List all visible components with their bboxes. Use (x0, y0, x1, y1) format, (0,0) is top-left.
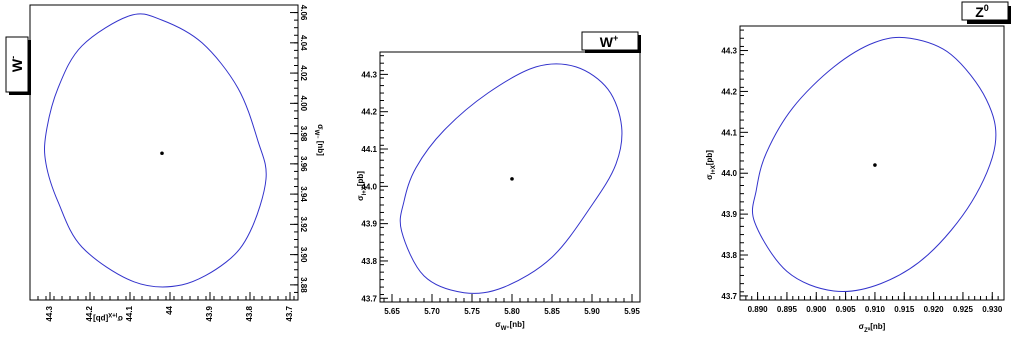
ellipse-contour (751, 36, 997, 293)
x-tick-label: 0.920 (924, 305, 945, 314)
central-point (873, 163, 877, 167)
y-tick-label: 43.7 (721, 292, 737, 301)
plot-frame (29, 4, 299, 301)
chart-panel-wminus: 44.3 44.2 44.1 44 43.9 43.8 43.7 3.88 3.90 3.92 3.… (5, 4, 325, 323)
x-tick-label: 0.910 (865, 305, 886, 314)
badge-label: W- (8, 56, 25, 72)
badge-box (961, 1, 1009, 21)
y-tick-label: 4.00 (299, 96, 308, 112)
y-tick-label: 3.92 (299, 217, 308, 233)
panel-badge-wplus: W+ (581, 31, 641, 53)
x-tick-label: 5.95 (624, 307, 640, 316)
y-tick-label: 43.7 (361, 294, 377, 303)
x-tick-label: 43.9 (205, 305, 214, 321)
x-tick-label: 43.7 (285, 305, 294, 321)
x-tick-label: 5.70 (424, 307, 440, 316)
x-tick-label: 0.930 (982, 305, 1003, 314)
y-tick-label: 3.94 (299, 186, 308, 202)
central-point (160, 151, 164, 156)
x-axis-label: σW⁺[nb] (495, 320, 525, 332)
y-tick-label: 3.96 (299, 156, 308, 172)
y-tick-label: 44.2 (721, 87, 737, 96)
plot-frame (379, 51, 641, 303)
badge-box (581, 31, 639, 51)
y-tick-label: 43.9 (721, 210, 737, 219)
y-tick-label: 44.2 (361, 108, 377, 117)
x-tick-label: 5.90 (584, 307, 600, 316)
badge-label: Z0 (975, 3, 989, 20)
x-tick-label: 0.905 (836, 305, 857, 314)
y-tick-label: 43.9 (361, 220, 377, 229)
y-axis-label: σl+X[pb] (705, 150, 717, 180)
y-tick-label: 44.0 (721, 169, 737, 178)
x-tick-label: 0.925 (953, 305, 974, 314)
x-tick-label: 43.8 (245, 305, 254, 321)
ellipse-contour (44, 13, 267, 288)
x-axis-label: σZ⁰[nb] (859, 322, 886, 334)
y-tick-label: 44.3 (721, 47, 737, 56)
ellipse-contour (399, 63, 623, 294)
plot-frame (739, 25, 1005, 301)
y-tick-label: 3.90 (299, 247, 308, 263)
x-axis-label: σl+X[pb] (93, 311, 123, 323)
x-tick-label: 0.915 (894, 305, 915, 314)
x-tick-label: 5.65 (384, 307, 400, 316)
chart-panel-z0: 0.890 0.895 0.900 0.905 0.910 0.915 0.920 0.925… (705, 1, 1011, 334)
x-tick-label: 44.3 (45, 305, 54, 321)
x-tick-label: 0.900 (806, 305, 827, 314)
x-tick-label: 5.75 (464, 307, 480, 316)
badge-box (5, 36, 29, 93)
chart-panel-wplus: 5.65 5.70 5.75 5.80 5.85 5.90 5.95 43.7 43.8 43.9… (356, 31, 641, 332)
x-tick-label: 5.80 (504, 307, 520, 316)
y-tick-label: 3.88 (299, 277, 308, 293)
y-tick-label: 44.1 (361, 145, 377, 154)
y-tick-label: 44.0 (361, 182, 377, 191)
y-tick-label: 43.8 (361, 257, 377, 266)
y-tick-label: 4.04 (299, 35, 308, 51)
x-tick-label: 0.895 (777, 305, 798, 314)
central-point (510, 177, 514, 181)
badge-label: W+ (600, 33, 618, 50)
x-tick-label: 0.890 (748, 305, 769, 314)
panel-badge-z0: Z0 (961, 1, 1011, 24)
panel-badge-wminus: W- (5, 36, 31, 95)
y-tick-label: 4.02 (299, 65, 308, 81)
x-tick-label: 44 (165, 305, 174, 314)
y-tick-label: 44.1 (721, 128, 737, 137)
y-axis-label: σl+X[pb] (356, 171, 368, 201)
y-tick-label: 3.98 (299, 126, 308, 142)
y-tick-label: 44.3 (361, 70, 377, 79)
y-axis-label: σW⁻ [nb] (313, 124, 325, 156)
y-tick-label: 43.8 (721, 251, 737, 260)
y-tick-label: 4.06 (299, 5, 308, 21)
x-tick-label: 5.85 (544, 307, 560, 316)
x-tick-label: 44.2 (85, 305, 94, 321)
x-tick-label: 44.1 (125, 305, 134, 321)
